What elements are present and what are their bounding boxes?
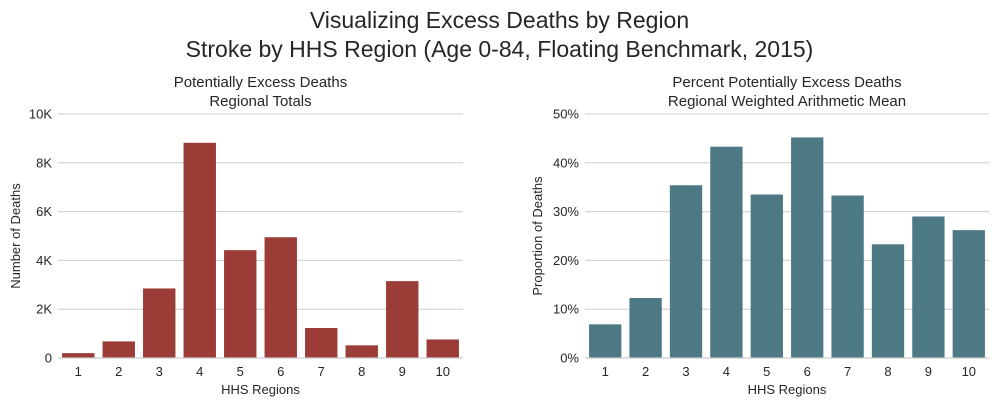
bar-region-9 xyxy=(912,216,945,358)
bar-region-2 xyxy=(629,297,662,358)
x-tick-label: 2 xyxy=(642,364,649,379)
x-tick-label: 5 xyxy=(237,364,244,379)
bar-region-10 xyxy=(952,230,985,358)
y-tick-label: 30% xyxy=(553,204,579,219)
x-tick-label: 10 xyxy=(962,364,976,379)
chart-subtitle: Regional Totals xyxy=(209,93,311,110)
x-tick-label: 9 xyxy=(399,364,406,379)
chart-title: Potentially Excess Deaths xyxy=(174,74,347,91)
x-tick-label: 2 xyxy=(115,364,122,379)
x-tick-label: 7 xyxy=(844,364,851,379)
y-tick-label: 10% xyxy=(553,302,579,317)
x-tick-label: 4 xyxy=(196,364,203,379)
x-tick-label: 6 xyxy=(804,364,811,379)
bar-region-3 xyxy=(143,288,176,358)
x-tick-label: 7 xyxy=(318,364,325,379)
x-tick-label: 10 xyxy=(436,364,450,379)
x-tick-label: 1 xyxy=(602,364,609,379)
bar-region-3 xyxy=(669,185,703,358)
x-tick-label: 6 xyxy=(277,364,284,379)
y-axis-label: Number of Deaths xyxy=(8,183,23,289)
x-tick-label: 5 xyxy=(763,364,770,379)
bar-region-7 xyxy=(831,195,864,358)
y-tick-label: 50% xyxy=(553,107,579,122)
bar-region-1 xyxy=(62,353,95,358)
figure-title-line-2: Stroke by HHS Region (Age 0-84, Floating… xyxy=(185,36,814,62)
bar-region-5 xyxy=(224,250,257,358)
chart-subtitle: Regional Weighted Arithmetic Mean xyxy=(668,93,906,110)
bar-region-9 xyxy=(386,281,419,358)
bar-region-8 xyxy=(345,345,378,358)
bar-region-2 xyxy=(102,341,135,358)
bar-region-6 xyxy=(791,137,824,358)
y-tick-label: 6K xyxy=(36,204,52,219)
bar-region-8 xyxy=(871,244,905,358)
x-tick-label: 9 xyxy=(925,364,932,379)
y-tick-label: 0% xyxy=(560,351,579,366)
x-tick-label: 4 xyxy=(723,364,730,379)
bar-region-6 xyxy=(264,237,297,358)
bar-region-4 xyxy=(183,142,216,358)
chart-title: Percent Potentially Excess Deaths xyxy=(672,74,901,91)
bar-region-4 xyxy=(710,146,743,358)
x-tick-label: 3 xyxy=(156,364,163,379)
y-tick-label: 20% xyxy=(553,253,579,268)
x-axis-label: HHS Regions xyxy=(748,382,827,397)
figure-title-line-1: Visualizing Excess Deaths by Region xyxy=(309,7,690,33)
bar-region-5 xyxy=(750,194,783,358)
x-tick-label: 1 xyxy=(75,364,82,379)
bar-region-7 xyxy=(305,327,338,358)
x-axis-label: HHS Regions xyxy=(221,382,300,397)
x-tick-label: 8 xyxy=(884,364,891,379)
y-axis-label: Proportion of Deaths xyxy=(530,176,545,296)
y-tick-label: 10K xyxy=(29,107,52,122)
bar-region-10 xyxy=(426,339,459,358)
y-tick-label: 4K xyxy=(36,253,52,268)
x-tick-label: 8 xyxy=(358,364,365,379)
y-tick-label: 2K xyxy=(36,302,52,317)
y-tick-label: 0 xyxy=(45,351,52,366)
bar-region-1 xyxy=(589,324,622,358)
x-tick-label: 3 xyxy=(682,364,689,379)
y-tick-label: 8K xyxy=(36,155,52,170)
y-tick-label: 40% xyxy=(553,155,579,170)
